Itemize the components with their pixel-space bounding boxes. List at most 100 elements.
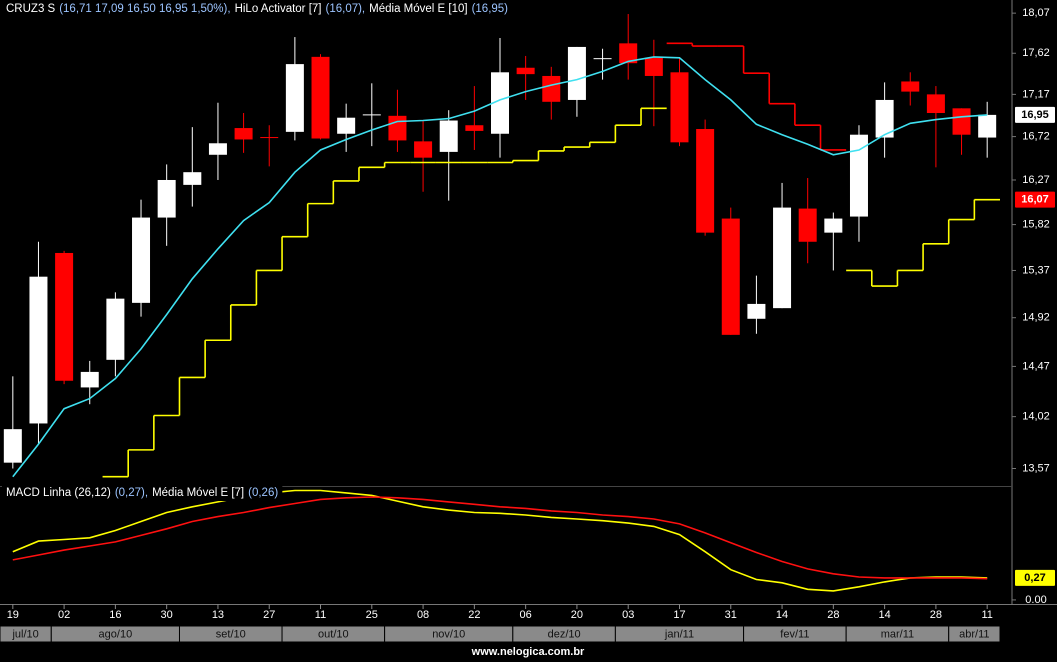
candle-body xyxy=(721,218,740,335)
y-tick-label: 18,07 xyxy=(1022,7,1050,19)
x-tick-label: 03 xyxy=(622,609,634,621)
candle-body xyxy=(849,134,868,217)
last-value-badge xyxy=(1015,191,1055,208)
candle-body xyxy=(55,252,74,381)
legend-text: (16,07), xyxy=(326,3,366,15)
legend-text: (16,95) xyxy=(472,3,509,15)
legend-text: Média Móvel E [7] xyxy=(152,487,244,499)
x-tick-label: 30 xyxy=(161,609,173,621)
x-tick-label: 25 xyxy=(366,609,378,621)
candle-body xyxy=(465,125,484,131)
candle-body xyxy=(311,56,330,139)
candle-body xyxy=(619,43,638,64)
legend: CRUZ3 S (16,71 17,09 16,50 16,95 1,50%), H… xyxy=(2,1,513,17)
candle-body xyxy=(593,58,612,60)
last-value-label: 16,07 xyxy=(1021,194,1049,206)
candle-body xyxy=(542,75,561,102)
x-tick-label: 02 xyxy=(58,609,70,621)
x-tick-label: 31 xyxy=(725,609,737,621)
candle-body xyxy=(567,46,586,100)
candle-body xyxy=(798,208,817,242)
month-label: set/10 xyxy=(216,628,246,640)
last-value-badge xyxy=(1015,106,1055,123)
month-label: fev/11 xyxy=(780,628,809,640)
x-tick-label: 14 xyxy=(776,609,788,621)
legend: MACD Linha (26,12) (0,27), Média Móvel E [… xyxy=(2,485,283,501)
last-value-label: 16,95 xyxy=(1021,109,1049,121)
y-tick-label: 13,57 xyxy=(1022,462,1050,474)
y-tick-label: 16,27 xyxy=(1022,174,1050,186)
x-tick-label: 19 xyxy=(7,609,19,621)
y-tick-label: 15,82 xyxy=(1022,218,1050,230)
candle-body xyxy=(439,120,458,152)
y-tick-label: 16,72 xyxy=(1022,131,1050,143)
month-label: nov/10 xyxy=(432,628,465,640)
candle-body xyxy=(208,143,227,155)
candle-body xyxy=(773,207,792,309)
x-tick-label: 16 xyxy=(109,609,121,621)
month-cell xyxy=(948,625,1001,643)
legend-text: MACD Linha (26,12) xyxy=(6,487,111,499)
y-tick-label: 14,02 xyxy=(1022,411,1050,423)
candle-body xyxy=(696,129,715,233)
candle-body xyxy=(285,64,304,132)
month-label: abr/11 xyxy=(959,628,989,640)
y-tick-label: 14,47 xyxy=(1022,360,1050,372)
y-tick-label: 17,62 xyxy=(1022,47,1050,59)
x-tick-label: 28 xyxy=(930,609,942,621)
x-tick-label: 27 xyxy=(263,609,275,621)
series-line xyxy=(12,489,988,592)
candle-body xyxy=(3,429,22,463)
candle-body xyxy=(952,108,971,135)
candle-body xyxy=(80,371,99,388)
last-value-label: 0,27 xyxy=(1024,572,1045,584)
y-tick-label: 17,17 xyxy=(1022,88,1050,100)
candle-body xyxy=(747,303,766,319)
month-label: jan/11 xyxy=(664,628,694,640)
candle-body xyxy=(491,72,509,134)
candle-body xyxy=(875,99,894,138)
month-label: out/10 xyxy=(318,628,349,640)
candle-body xyxy=(234,128,253,140)
candle-body xyxy=(516,67,535,75)
y-tick-label: 0.00 xyxy=(1025,594,1046,606)
month-label: mar/11 xyxy=(881,628,914,640)
legend-text: (16,71 17,09 16,50 16,95 1,50%), xyxy=(59,3,230,15)
candle-body xyxy=(414,141,433,158)
y-tick-label: 14,92 xyxy=(1022,312,1050,324)
x-tick-label: 17 xyxy=(673,609,685,621)
candle-body xyxy=(132,217,151,303)
candle-body xyxy=(337,117,356,134)
last-value-badge xyxy=(1015,569,1055,586)
legend-text: Média Móvel E [10] xyxy=(369,3,467,15)
month-label: dez/10 xyxy=(548,628,581,640)
x-tick-label: 08 xyxy=(417,609,429,621)
candle-body xyxy=(901,81,920,92)
x-tick-label: 11 xyxy=(315,609,326,621)
x-tick-label: 14 xyxy=(878,609,890,621)
candle-body xyxy=(29,276,48,424)
x-tick-label: 22 xyxy=(468,609,480,621)
candle-body xyxy=(644,57,663,76)
legend-text: HiLo Activator [7] xyxy=(235,3,322,15)
legend: MACD Linha (26,12) (0,27), Média Móvel E [… xyxy=(6,487,278,499)
candle-body xyxy=(824,218,843,233)
month-label: jul/10 xyxy=(11,628,38,640)
candle-body xyxy=(362,114,381,116)
x-tick-label: 28 xyxy=(827,609,839,621)
series-line xyxy=(12,496,988,580)
month-label: ago/10 xyxy=(99,628,133,640)
candle-body xyxy=(106,298,125,360)
x-tick-label: 06 xyxy=(520,609,532,621)
legend-text: (0,27), xyxy=(115,487,148,499)
footer: www.nelogica.com.br xyxy=(471,646,585,658)
legend-text: (0,26) xyxy=(248,487,278,499)
legend-text: CRUZ3 S xyxy=(6,3,56,15)
series-line xyxy=(12,56,988,478)
y-tick-label: 15,37 xyxy=(1022,264,1050,276)
candle-body xyxy=(157,179,176,218)
candle-body xyxy=(978,114,997,138)
